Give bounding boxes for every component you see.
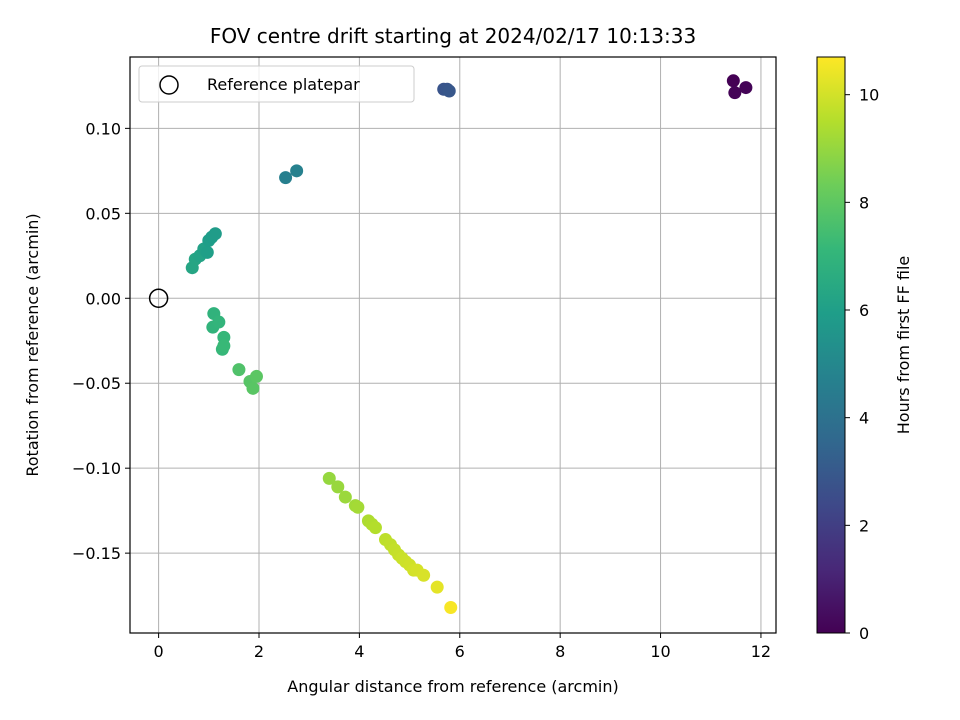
colorbar-tick-label: 4 <box>859 409 869 428</box>
data-points <box>185 74 753 615</box>
data-point <box>212 315 226 329</box>
y-tick-label: 0.10 <box>85 119 121 138</box>
data-point <box>232 363 246 377</box>
reference-point-marker <box>148 288 169 309</box>
x-tick-label: 2 <box>254 642 264 661</box>
plot-area: 0 2 4 6 8 10 12 −0.15 −0.10 −0.05 0.00 0.05 0.10 Refe… <box>72 56 777 661</box>
data-point <box>728 86 742 100</box>
x-tick-label: 4 <box>354 642 364 661</box>
y-axis-label: Rotation from reference (arcmin) <box>23 213 42 476</box>
legend-label: Reference platepar <box>207 75 360 94</box>
x-tick-label: 10 <box>650 642 670 661</box>
legend: Reference platepar <box>138 65 415 103</box>
data-point <box>200 245 214 259</box>
data-point <box>208 227 222 241</box>
y-tick-label: −0.10 <box>72 459 121 478</box>
data-point <box>442 84 456 98</box>
colorbar-tick-label: 0 <box>859 624 869 643</box>
data-point <box>246 381 260 395</box>
colorbar-tick-label: 10 <box>859 86 879 105</box>
y-tick-label: 0.00 <box>85 289 121 308</box>
data-point <box>249 369 263 383</box>
data-point <box>351 500 365 514</box>
x-axis-label: Angular distance from reference (arcmin) <box>287 677 618 696</box>
data-point <box>338 490 352 504</box>
legend-marker <box>159 75 179 95</box>
chart-title: FOV centre drift starting at 2024/02/17 … <box>210 24 696 48</box>
data-point <box>290 164 304 178</box>
colorbar-label: Hours from first FF file <box>894 256 913 435</box>
data-point <box>368 521 382 535</box>
data-point <box>430 580 444 594</box>
colorbar-tick-label: 8 <box>859 193 869 212</box>
data-point <box>331 480 345 494</box>
colorbar-gradient <box>816 56 846 634</box>
y-tick-label: 0.05 <box>85 204 121 223</box>
data-point <box>417 568 431 582</box>
x-tick-label: 8 <box>555 642 565 661</box>
colorbar-tick-label: 6 <box>859 301 869 320</box>
data-point <box>279 171 293 185</box>
legend-box <box>138 65 415 103</box>
data-point <box>444 601 458 615</box>
y-tick-label: −0.15 <box>72 544 121 563</box>
data-point <box>739 81 753 95</box>
x-tick-label: 12 <box>751 642 771 661</box>
x-tick-label: 6 <box>455 642 465 661</box>
colorbar-tick-label: 2 <box>859 516 869 535</box>
colorbar: 0 2 4 6 8 10 <box>816 56 879 643</box>
y-tick-label: −0.05 <box>72 374 121 393</box>
x-tick-label: 0 <box>154 642 164 661</box>
data-point <box>726 74 740 88</box>
data-point <box>217 339 231 353</box>
plot-frame <box>129 56 777 634</box>
data-point <box>322 471 336 485</box>
